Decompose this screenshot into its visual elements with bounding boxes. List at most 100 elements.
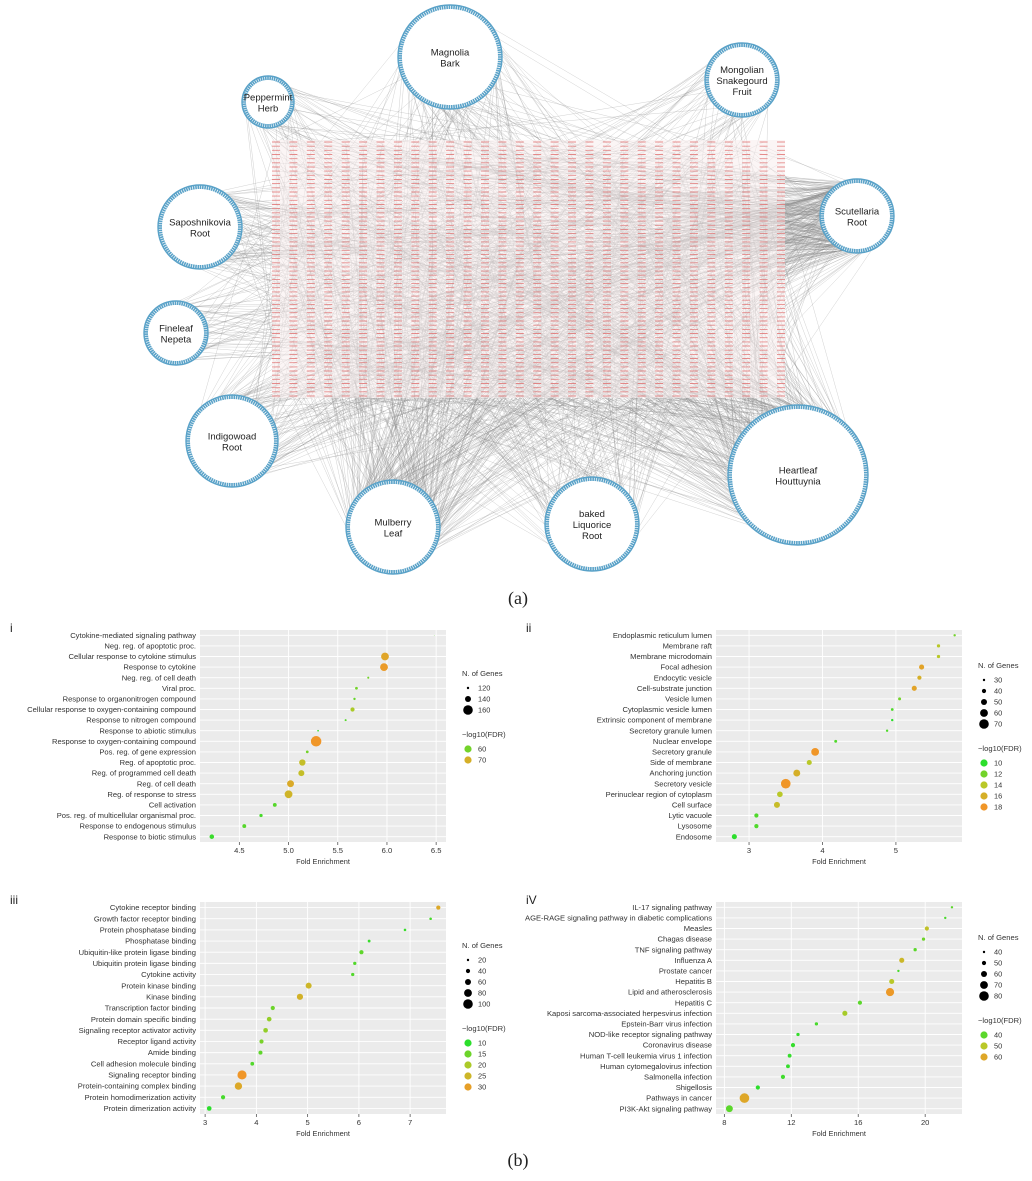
data-point [305, 982, 312, 989]
data-point [381, 652, 389, 661]
data-point [754, 824, 759, 829]
color-legend-key [464, 1050, 472, 1058]
kegg-enrichment-chart: iV IL-17 signaling pathway AGE-RAGE signal… [525, 893, 1022, 1138]
category-label: Cellular response to cytokine stimulus [69, 652, 197, 661]
category-label: Protein homodimerization activity [85, 1093, 197, 1102]
color-legend-label: 30 [478, 1083, 486, 1092]
herb-compound-ticks [545, 476, 639, 572]
category-label: Human T-cell leukemia virus 1 infection [580, 1051, 712, 1060]
herb-node: Magnolia Bark [397, 4, 503, 110]
category-label: Neg. reg. of apoptotic proc. [104, 642, 196, 651]
category-label: Membrane raft [663, 642, 713, 651]
gridlines [200, 902, 446, 1114]
data-point [891, 718, 894, 722]
category-label: Shigellosis [676, 1083, 713, 1092]
category-label: Ubiquitin-like protein ligase binding [79, 948, 196, 957]
panel-label: ii [526, 621, 531, 635]
data-point [857, 1000, 863, 1005]
size-legend-key [979, 991, 989, 1001]
color-legend-label: 18 [994, 803, 1002, 812]
size-legend-label: 60 [478, 978, 486, 987]
size-legend-key [981, 699, 987, 705]
data-point [950, 906, 954, 909]
category-label: Kinase binding [146, 992, 196, 1001]
herb-node: Fineleaf Nepeta [143, 300, 209, 366]
data-point [944, 916, 947, 920]
gridlines [716, 630, 962, 842]
color-legend-key [464, 1039, 472, 1047]
category-label: Viral proc. [162, 684, 196, 693]
herb-label: Heartleaf Houttuynia [775, 466, 821, 488]
category-label: IL-17 signaling pathway [632, 903, 712, 912]
category-label: Amide binding [148, 1048, 196, 1057]
color-legend-title: −log10(FDR) [978, 744, 1022, 753]
herb-label: Peppermint Herb [244, 93, 293, 115]
data-point [436, 905, 441, 910]
herb-node: Mulberry Leaf [345, 479, 441, 575]
data-point [731, 834, 737, 840]
category-label: Lipid and atherosclerosis [628, 988, 712, 997]
herb-compound-ticks [705, 43, 779, 117]
x-tick-label: 20 [921, 1118, 929, 1127]
data-point [310, 736, 322, 747]
data-point [793, 769, 801, 777]
data-point [755, 1085, 760, 1090]
x-tick-label: 6.0 [382, 846, 393, 855]
size-legend-label: 80 [994, 992, 1002, 1001]
category-label: Cellular response to oxygen-containing c… [27, 705, 196, 714]
size-legend-key [465, 696, 471, 702]
category-label: Anchoring junction [650, 769, 712, 778]
size-legend-key [466, 958, 470, 962]
panel-b-label: (b) [507, 1150, 529, 1170]
category-label: Side of membrane [650, 758, 712, 767]
x-tick-label: 3 [203, 1118, 207, 1127]
herb-compound-ticks [186, 395, 278, 487]
data-point [305, 750, 309, 754]
data-point [885, 988, 895, 997]
category-label: Signaling receptor activator activity [79, 1026, 197, 1035]
category-label: Cytokine-mediated signaling pathway [70, 631, 196, 640]
x-axis-label: Fold Enrichment [296, 857, 350, 866]
size-legend-key [466, 686, 470, 690]
herb-node: Mongolian Snakegourd Fruit [704, 42, 780, 118]
data-point [786, 1064, 790, 1069]
category-label: Ubiquitin protein ligase binding [93, 959, 196, 968]
data-point [284, 790, 293, 799]
color-legend-label: 50 [994, 1042, 1002, 1051]
category-label: Hepatitis B [675, 977, 712, 986]
category-label: Cytoplasmic vesicle lumen [623, 705, 712, 714]
x-tick-label: 3 [747, 846, 751, 855]
data-point [296, 993, 304, 1000]
panel-label: iV [526, 893, 537, 907]
data-point [206, 1106, 212, 1111]
size-legend-label: 40 [478, 967, 486, 976]
category-label: Cell adhesion molecule binding [91, 1059, 196, 1068]
color-legend-key [980, 781, 988, 789]
x-tick-label: 5.0 [283, 846, 294, 855]
category-label: Response to nitrogen compound [86, 716, 196, 725]
herb-node: Peppermint Herb [241, 75, 295, 129]
category-label: Protein dimerization activity [104, 1104, 197, 1113]
category-label: Response to cytokine [123, 663, 196, 672]
size-legend-key [982, 678, 986, 682]
category-label: Secretory vesicle [654, 779, 712, 788]
herb-compound-ticks [143, 300, 208, 366]
category-label: Reg. of cell death [137, 779, 196, 788]
herb-label: Magnolia Bark [431, 48, 470, 70]
data-point [353, 697, 356, 701]
data-point [806, 759, 812, 766]
x-tick-label: 6 [357, 1118, 361, 1127]
size-legend-title: N. of Genes [462, 669, 503, 678]
herb-nodes: Magnolia Bark Mongolian Snakegourd Fruit Pepp… [143, 4, 895, 575]
size-legend-key [979, 719, 989, 729]
size-legend-key [982, 950, 986, 954]
data-point [317, 729, 319, 732]
size-legend-label: 40 [994, 687, 1002, 696]
category-label: Reg. of response to stress [107, 790, 196, 799]
category-label: Protein-containing complex binding [78, 1082, 196, 1091]
category-label: Perinuclear region of cytoplasm [606, 790, 712, 799]
size-legend-label: 100 [478, 1000, 490, 1009]
category-label: Pathways in cancer [646, 1094, 712, 1103]
plot-background [200, 630, 446, 842]
